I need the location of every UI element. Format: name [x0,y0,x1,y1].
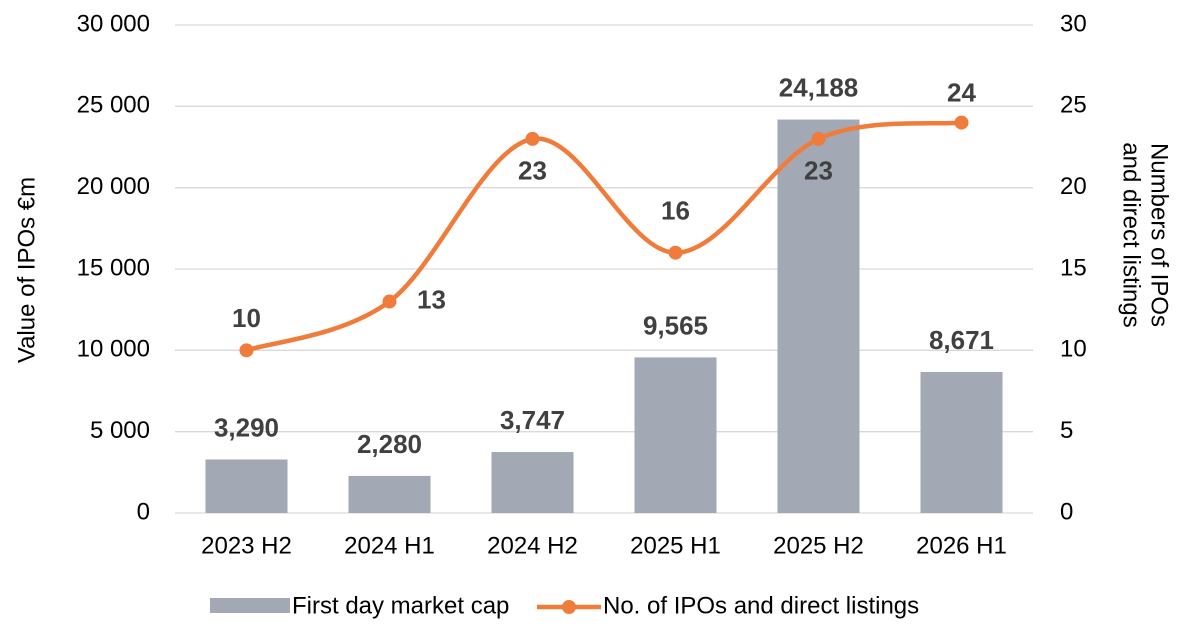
data-label: 24,188 [779,72,859,102]
data-label: 2,280 [357,429,422,459]
line-marker [668,245,683,260]
y-tick-label: 5 000 [90,417,150,444]
line-marker [382,294,397,309]
y2-tick-label: 15 [1060,254,1087,281]
x-tick-label: 2023 H2 [201,532,292,559]
y-tick-label: 15 000 [77,254,150,281]
line-marker [811,131,826,146]
data-label: 3,290 [214,412,279,442]
y2-tick-label: 10 [1060,336,1087,363]
legend-label: First day market cap [292,592,509,619]
line-marker [525,131,540,146]
y2-tick-label: 5 [1060,417,1073,444]
bar [491,452,574,513]
x-tick-label: 2025 H1 [630,532,721,559]
y2-tick-label: 0 [1060,498,1073,525]
legend-label: No. of IPOs and direct listings [603,592,919,619]
bar [205,459,288,513]
x-tick-label: 2026 H1 [916,532,1007,559]
data-label: 23 [518,156,547,186]
x-tick-label: 2025 H2 [773,532,864,559]
data-label: 10 [232,303,261,333]
y2-axis-title: and direct listings [1118,142,1145,327]
y-tick-label: 30 000 [77,10,150,37]
x-tick-label: 2024 H1 [344,532,435,559]
legend-swatch [210,598,290,613]
bar [777,119,860,513]
x-tick-label: 2024 H2 [487,532,578,559]
bar [348,475,431,513]
y-tick-label: 20 000 [77,173,150,200]
data-label: 23 [804,156,833,186]
y2-tick-label: 20 [1060,173,1087,200]
y2-tick-label: 25 [1060,92,1087,119]
data-label: 13 [417,284,446,314]
legend-swatch [562,600,576,614]
y-tick-label: 10 000 [77,336,150,363]
y-tick-label: 0 [137,498,150,525]
data-label: 9,565 [643,310,708,340]
y2-tick-label: 30 [1060,10,1087,37]
data-label: 3,747 [500,405,565,435]
data-label: 8,671 [929,325,994,355]
y2-axis-title: Numbers of IPOs [1146,143,1173,327]
data-label: 24 [947,77,976,107]
line-marker [239,343,254,358]
bar [634,357,717,513]
y-tick-label: 25 000 [77,92,150,119]
data-label: 16 [661,196,690,226]
bar [920,371,1003,513]
y-axis-title: Value of IPOs €m [13,177,40,363]
line-marker [954,115,969,130]
